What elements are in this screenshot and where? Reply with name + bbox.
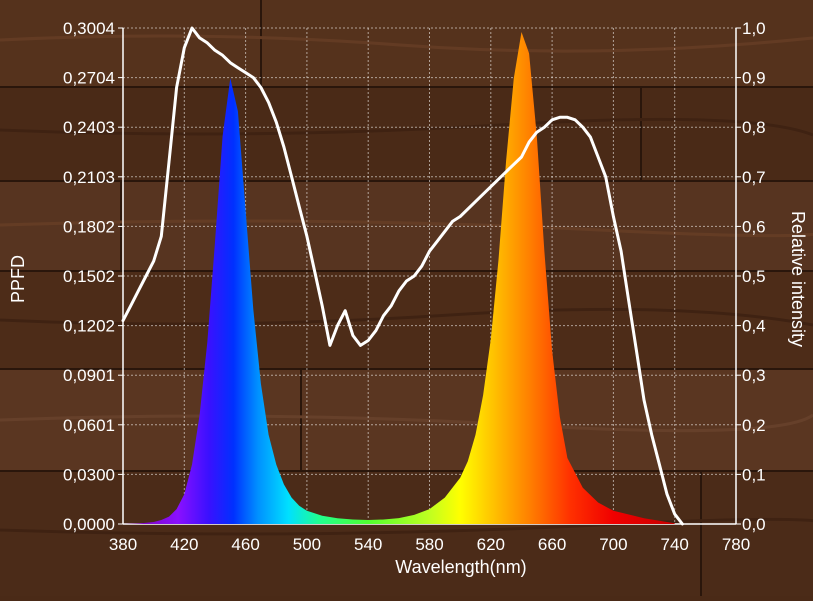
x-tick-label: 420	[170, 535, 198, 554]
x-tick-label: 700	[599, 535, 627, 554]
y-left-tick-label: 0,2103	[63, 168, 115, 187]
x-tick-label: 660	[538, 535, 566, 554]
y-right-tick-label: 0,0	[742, 515, 766, 534]
y-right-tick-label: 0,1	[742, 465, 766, 484]
tick-labels: 380 420 460 500 540 580 620 660 700 740 780 0,0000 0…	[63, 19, 766, 554]
x-tick-label: 540	[354, 535, 382, 554]
ppfd-spectrum-area	[123, 32, 675, 524]
y-right-tick-label: 0,5	[742, 267, 766, 286]
x-tick-label: 620	[477, 535, 505, 554]
y-right-tick-label: 0,6	[742, 217, 766, 236]
x-tick-label: 380	[109, 535, 137, 554]
y-left-tick-label: 0,1802	[63, 217, 115, 236]
x-tick-label: 460	[231, 535, 259, 554]
y-left-tick-label: 0,2403	[63, 118, 115, 137]
relative-intensity-line	[121, 26, 684, 526]
y-left-tick-label: 0,1502	[63, 267, 115, 286]
x-tick-label: 580	[415, 535, 443, 554]
y-axis-left-title: PPFD	[8, 255, 28, 303]
y-right-tick-label: 0,3	[742, 366, 766, 385]
y-left-tick-label: 0,0300	[63, 465, 115, 484]
y-left-tick-label: 0,0000	[63, 515, 115, 534]
y-right-tick-label: 0,7	[742, 168, 766, 187]
y-right-tick-label: 1,0	[742, 19, 766, 38]
y-right-tick-label: 0,8	[742, 118, 766, 137]
y-left-tick-label: 0,2704	[63, 69, 115, 88]
y-left-tick-label: 0,3004	[63, 19, 115, 38]
y-right-tick-label: 0,2	[742, 416, 766, 435]
x-tick-label: 500	[293, 535, 321, 554]
y-right-tick-label: 0,9	[742, 69, 766, 88]
x-tick-label: 740	[661, 535, 689, 554]
y-right-tick-label: 0,4	[742, 317, 766, 336]
y-left-tick-label: 0,0901	[63, 366, 115, 385]
y-axis-right-title: Relative intensity	[788, 211, 808, 347]
y-left-tick-label: 0,0601	[63, 416, 115, 435]
x-tick-label: 780	[722, 535, 750, 554]
x-axis-title: Wavelength(nm)	[395, 557, 526, 577]
y-left-tick-label: 0,1202	[63, 317, 115, 336]
series-layer	[121, 26, 684, 526]
